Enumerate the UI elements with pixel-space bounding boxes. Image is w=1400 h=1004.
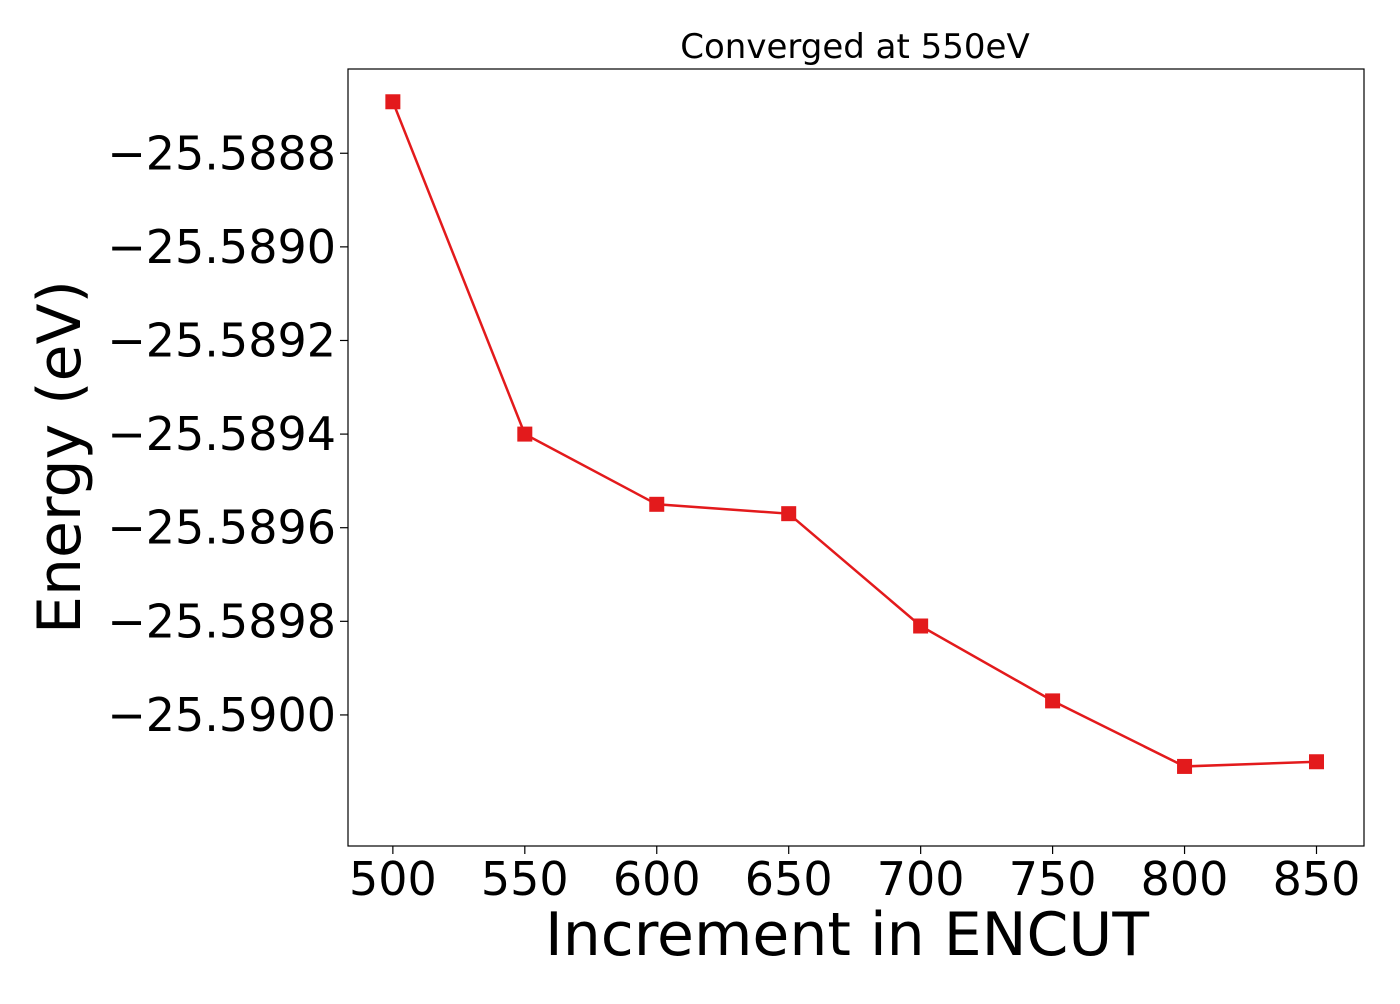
- x-tick-label: 700: [877, 852, 965, 906]
- y-axis-label: Energy (eV): [25, 280, 95, 634]
- x-axis-label: Increment in ENCUT: [545, 900, 1149, 970]
- x-tick-label: 500: [349, 852, 437, 906]
- y-tick-label: −25.5900: [107, 688, 336, 742]
- data-point-marker: [1177, 758, 1193, 774]
- x-tick-label: 850: [1273, 852, 1361, 906]
- y-tick-label: −25.5892: [107, 313, 336, 367]
- data-point-marker: [1308, 754, 1324, 770]
- x-tick-label: 600: [613, 852, 701, 906]
- x-tick-label: 550: [481, 852, 569, 906]
- data-point-marker: [517, 426, 533, 442]
- x-tick-label: 800: [1141, 852, 1229, 906]
- plot-frame: [347, 68, 1365, 847]
- y-tick-label: −25.5888: [107, 126, 336, 180]
- data-point-marker: [781, 506, 797, 522]
- plot-area: 500 550 600 650 700 750 800 850 −25.5888 −25.5890…: [107, 68, 1365, 906]
- data-point-marker: [913, 618, 929, 634]
- data-point-marker: [1045, 693, 1061, 709]
- chart-title: Converged at 550eV: [680, 27, 1029, 67]
- data-point-marker: [385, 94, 401, 110]
- series-line: [391, 101, 1317, 768]
- y-tick-label: −25.5896: [107, 501, 336, 555]
- x-tick-label: 650: [745, 852, 833, 906]
- y-tick-label: −25.5890: [107, 220, 336, 274]
- y-tick-label: −25.5894: [107, 407, 336, 461]
- data-point-marker: [649, 496, 665, 512]
- y-tick-label: −25.5898: [107, 594, 336, 648]
- x-tick-label: 750: [1009, 852, 1097, 906]
